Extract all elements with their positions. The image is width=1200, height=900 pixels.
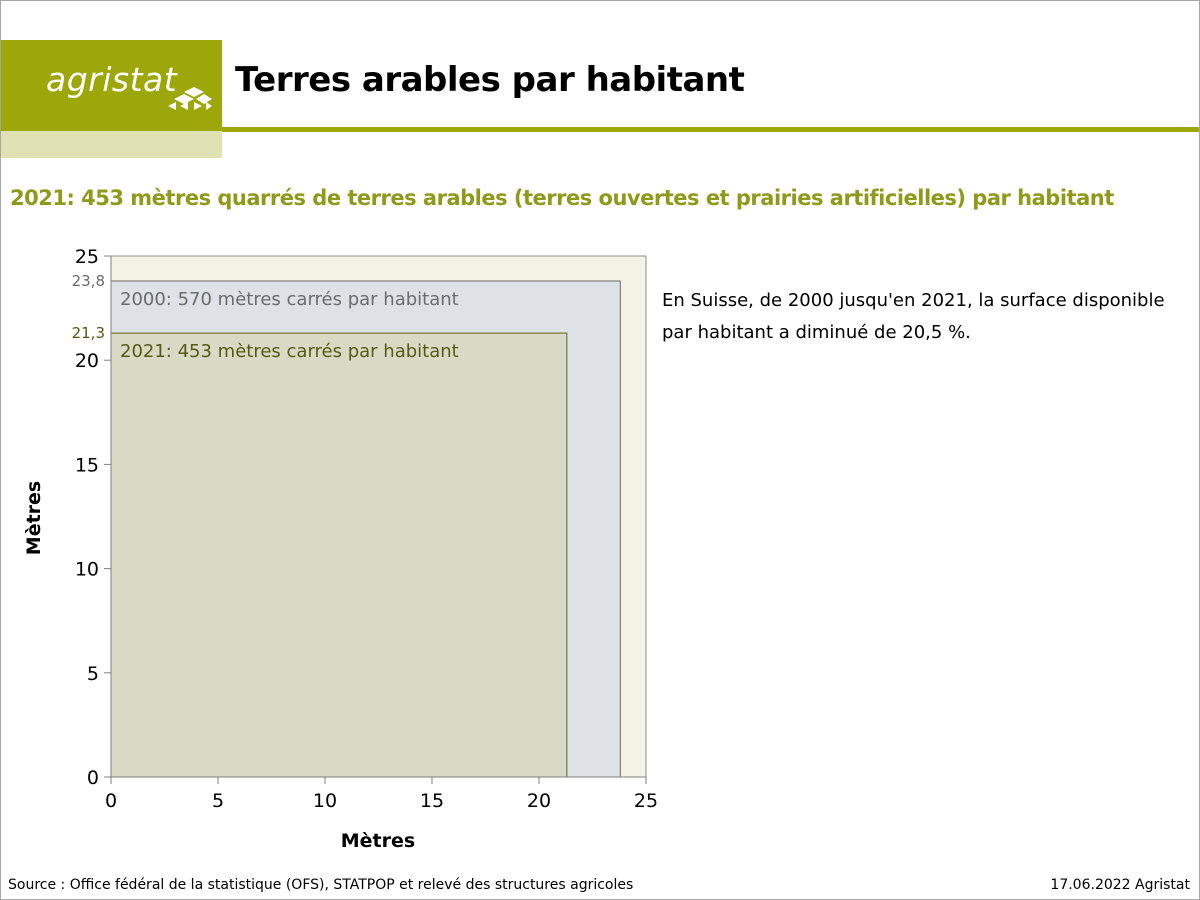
y-tick-label: 10 [75, 559, 99, 581]
agristat-logo: agristat [46, 60, 178, 99]
y-tick-label: 15 [75, 454, 99, 476]
y-tick-label: 5 [87, 663, 99, 685]
header-rule [222, 127, 1199, 132]
x-tick-label: 25 [634, 790, 658, 812]
x-tick-label: 15 [420, 790, 444, 812]
x-tick-label: 20 [527, 790, 551, 812]
side-label-2021: 21,3 [72, 324, 105, 342]
x-tick-label: 10 [313, 790, 337, 812]
series-label-2000: 2000: 570 mètres carrés par habitant [120, 289, 459, 310]
page-title: Terres arables par habitant [235, 60, 745, 100]
chart-axes: 0 5 10 15 20 25 0 5 10 15 20 25 [75, 246, 658, 812]
x-axis-title: Mètres [341, 830, 415, 852]
y-tick-label: 0 [87, 767, 99, 789]
note-line-2: par habitant a diminué de 20,5 %. [662, 322, 971, 343]
plot-area: 2000: 570 mètres carrés par habitant 23,8… [72, 255, 647, 778]
logo-background [1, 40, 222, 131]
y-tick-label: 25 [75, 246, 99, 268]
x-tick-label: 0 [105, 790, 117, 812]
series-label-2021: 2021: 453 mètres carrés par habitant [120, 341, 459, 362]
source-note: Source : Office fédéral de la statistiqu… [8, 877, 634, 893]
agristat-logo-icon [168, 87, 212, 110]
x-tick-label: 5 [212, 790, 224, 812]
y-tick-label: 20 [75, 350, 99, 372]
side-label-2000: 23,8 [72, 272, 105, 290]
chart-subtitle: 2021: 453 mètres quarrés de terres arabl… [10, 186, 1114, 210]
chart: 2000: 570 mètres carrés par habitant 23,8… [23, 246, 658, 852]
y-axis-title: Mètres [23, 481, 45, 555]
chart-note: En Suisse, de 2000 jusqu'en 2021, la sur… [662, 285, 1200, 349]
date-credit: 17.06.2022 Agristat [1050, 877, 1190, 893]
note-line-1: En Suisse, de 2000 jusqu'en 2021, la sur… [662, 290, 1165, 311]
square-2021 [110, 332, 568, 778]
logo-accent-strip [1, 131, 222, 158]
